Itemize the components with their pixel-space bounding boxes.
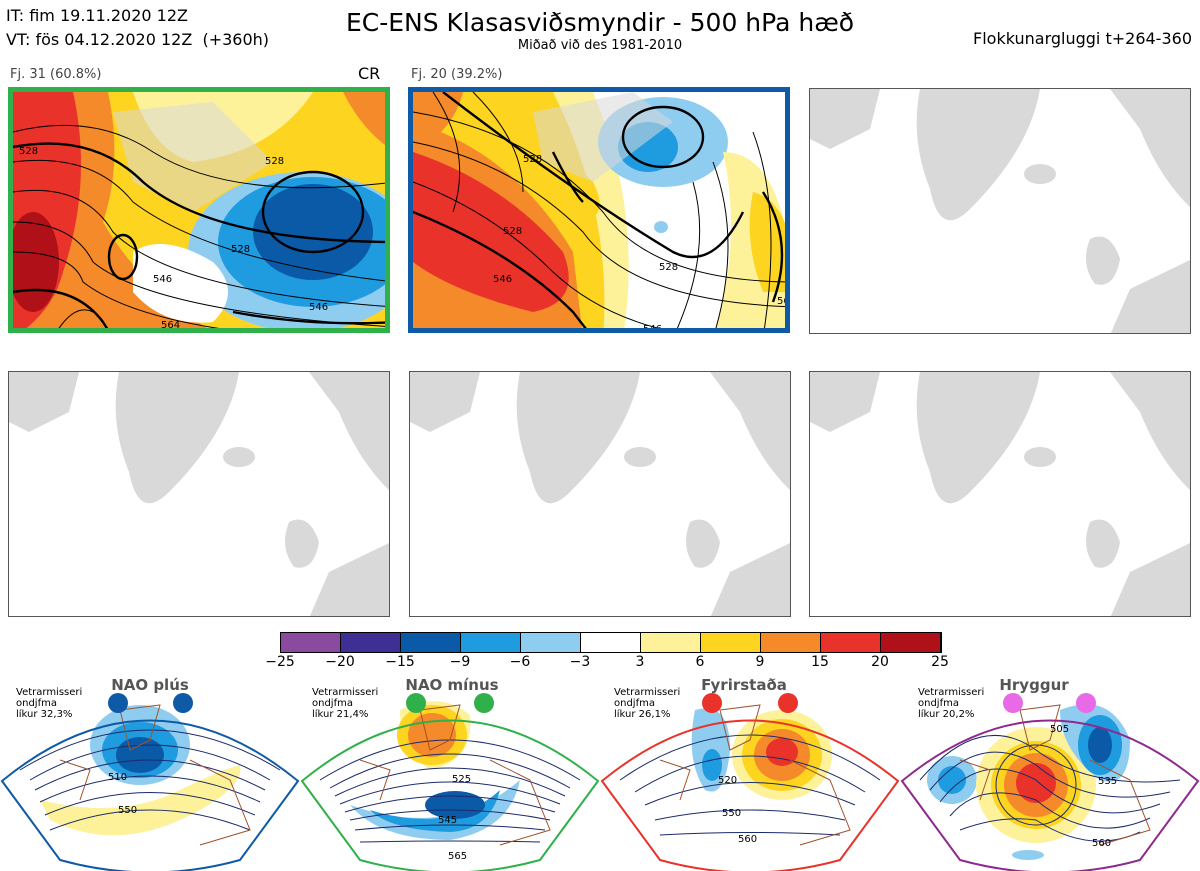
contour-label: 528 xyxy=(231,244,250,255)
empty-map-panel xyxy=(809,371,1191,617)
colorbar-tick-label: −25 xyxy=(265,654,295,670)
regime-name: NAO mínus xyxy=(405,676,499,694)
contour-label: 535 xyxy=(1098,776,1117,787)
empty-map-panel xyxy=(809,88,1191,334)
contour-label: 528 xyxy=(659,262,678,273)
cluster-1-tag: CR xyxy=(358,64,381,83)
contour-label: 528 xyxy=(265,156,284,167)
colorbar-swatch xyxy=(580,632,641,653)
forecast-times: IT: fim 19.11.2020 12Z VT: fös 04.12.2020… xyxy=(6,4,269,52)
colorbar-tick-label: 6 xyxy=(695,654,705,670)
cluster-1-label: Fj. 31 (60.8%) xyxy=(10,67,102,82)
colorbar-tick-label: −20 xyxy=(325,654,355,670)
empty-map-panel xyxy=(409,371,791,617)
contour-label: 520 xyxy=(718,775,737,786)
contour-label: 560 xyxy=(738,834,757,845)
valid-time: VT: fös 04.12.2020 12Z (+360h) xyxy=(6,30,270,49)
colorbar-swatch xyxy=(460,632,521,653)
contour-label: 546 xyxy=(153,274,172,285)
contour-label: 528 xyxy=(503,226,522,237)
initial-time: IT: fim 19.11.2020 12Z xyxy=(6,6,188,25)
regime-note: Vetrarmisseri ondjfma líkur 32,3% xyxy=(16,687,83,720)
regime-nao-minus-map: 525 545 565 xyxy=(300,693,600,871)
regime-name: NAO plús xyxy=(111,676,189,694)
contour-label: 560 xyxy=(1092,838,1111,849)
colorbar-tick-label: 15 xyxy=(811,654,829,670)
empty-map-panel xyxy=(8,371,390,617)
colorbar-tick-label: −3 xyxy=(569,654,591,670)
contour-label: 546 xyxy=(643,324,662,333)
contour-label: 565 xyxy=(448,851,467,862)
colorbar-swatch xyxy=(520,632,581,653)
contour-label: 545 xyxy=(438,815,457,826)
regime-ridge-map: 505 535 560 xyxy=(900,693,1200,871)
contour-label: 550 xyxy=(722,808,741,819)
regime-note: Vetrarmisseri ondjfma líkur 21,4% xyxy=(312,687,379,720)
colorbar-swatch xyxy=(280,632,341,653)
contour-label: 564 xyxy=(161,320,180,331)
page-title: EC-ENS Klasasviðsmyndir - 500 hPa hæð xyxy=(345,8,855,37)
regime-name: Hryggur xyxy=(999,676,1069,694)
regime-note: Vetrarmisseri ondjfma líkur 26,1% xyxy=(614,687,681,720)
regime-name: Fyrirstaða xyxy=(701,676,787,694)
contour-label: 528 xyxy=(19,146,38,157)
contour-label: 546 xyxy=(309,302,328,313)
contour-label: 525 xyxy=(452,774,471,785)
regime-note: Vetrarmisseri ondjfma líkur 20,2% xyxy=(918,687,985,720)
cluster-2-map: 528 528 546 528 546 56 xyxy=(408,87,790,333)
regime-nao-plus-map: 510 550 xyxy=(0,693,300,871)
colorbar-tick-label: −6 xyxy=(509,654,531,670)
colorbar xyxy=(280,632,942,653)
basemap xyxy=(810,372,1190,616)
colorbar-swatch xyxy=(700,632,761,653)
colorbar-swatch xyxy=(880,632,941,653)
basemap xyxy=(410,372,790,616)
contour-label: 505 xyxy=(1050,724,1069,735)
colorbar-swatch xyxy=(400,632,461,653)
contour-label: 56 xyxy=(777,296,790,307)
colorbar-tick-label: 3 xyxy=(635,654,645,670)
page-subtitle: Miðað við des 1981-2010 xyxy=(517,38,683,53)
colorbar-swatch xyxy=(640,632,701,653)
cluster-1-map: 528 528 546 564 528 546 xyxy=(8,87,390,333)
colorbar-swatch xyxy=(760,632,821,653)
contour-label: 528 xyxy=(523,154,542,165)
colorbar-tick-label: 25 xyxy=(931,654,949,670)
cluster-1-anomaly-field: 528 528 546 564 528 546 xyxy=(13,92,385,331)
contour-label: 550 xyxy=(118,805,137,816)
colorbar-swatch xyxy=(340,632,401,653)
colorbar-tick-label: −9 xyxy=(449,654,471,670)
contour-label: 546 xyxy=(493,274,512,285)
colorbar-tick-label: 20 xyxy=(871,654,889,670)
colorbar-tick-label: −15 xyxy=(385,654,415,670)
regime-blocking-map: 520 550 560 xyxy=(600,693,900,871)
colorbar-swatch xyxy=(820,632,881,653)
basemap xyxy=(810,89,1190,333)
cluster-2-anomaly-field: 528 528 546 528 546 56 xyxy=(413,92,790,333)
contour-label: 510 xyxy=(108,772,127,783)
colorbar-tick-label: 9 xyxy=(755,654,765,670)
basemap xyxy=(9,372,389,616)
classification-window: Flokkunargluggi t+264-360 xyxy=(973,29,1192,48)
cluster-2-label: Fj. 20 (39.2%) xyxy=(411,67,503,82)
